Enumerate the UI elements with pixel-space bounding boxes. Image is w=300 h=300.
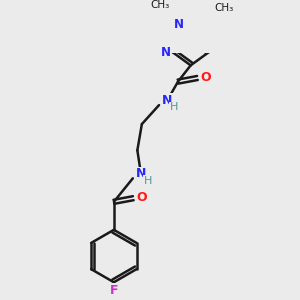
Text: H: H — [144, 176, 152, 186]
Text: F: F — [110, 284, 118, 297]
Text: N: N — [174, 18, 184, 31]
Text: O: O — [136, 191, 147, 204]
Text: O: O — [201, 70, 211, 84]
Text: N: N — [136, 167, 146, 180]
Text: CH₃: CH₃ — [151, 0, 170, 10]
Text: N: N — [162, 94, 172, 107]
Text: N: N — [161, 46, 171, 59]
Text: CH₃: CH₃ — [215, 3, 234, 14]
Text: H: H — [170, 102, 178, 112]
